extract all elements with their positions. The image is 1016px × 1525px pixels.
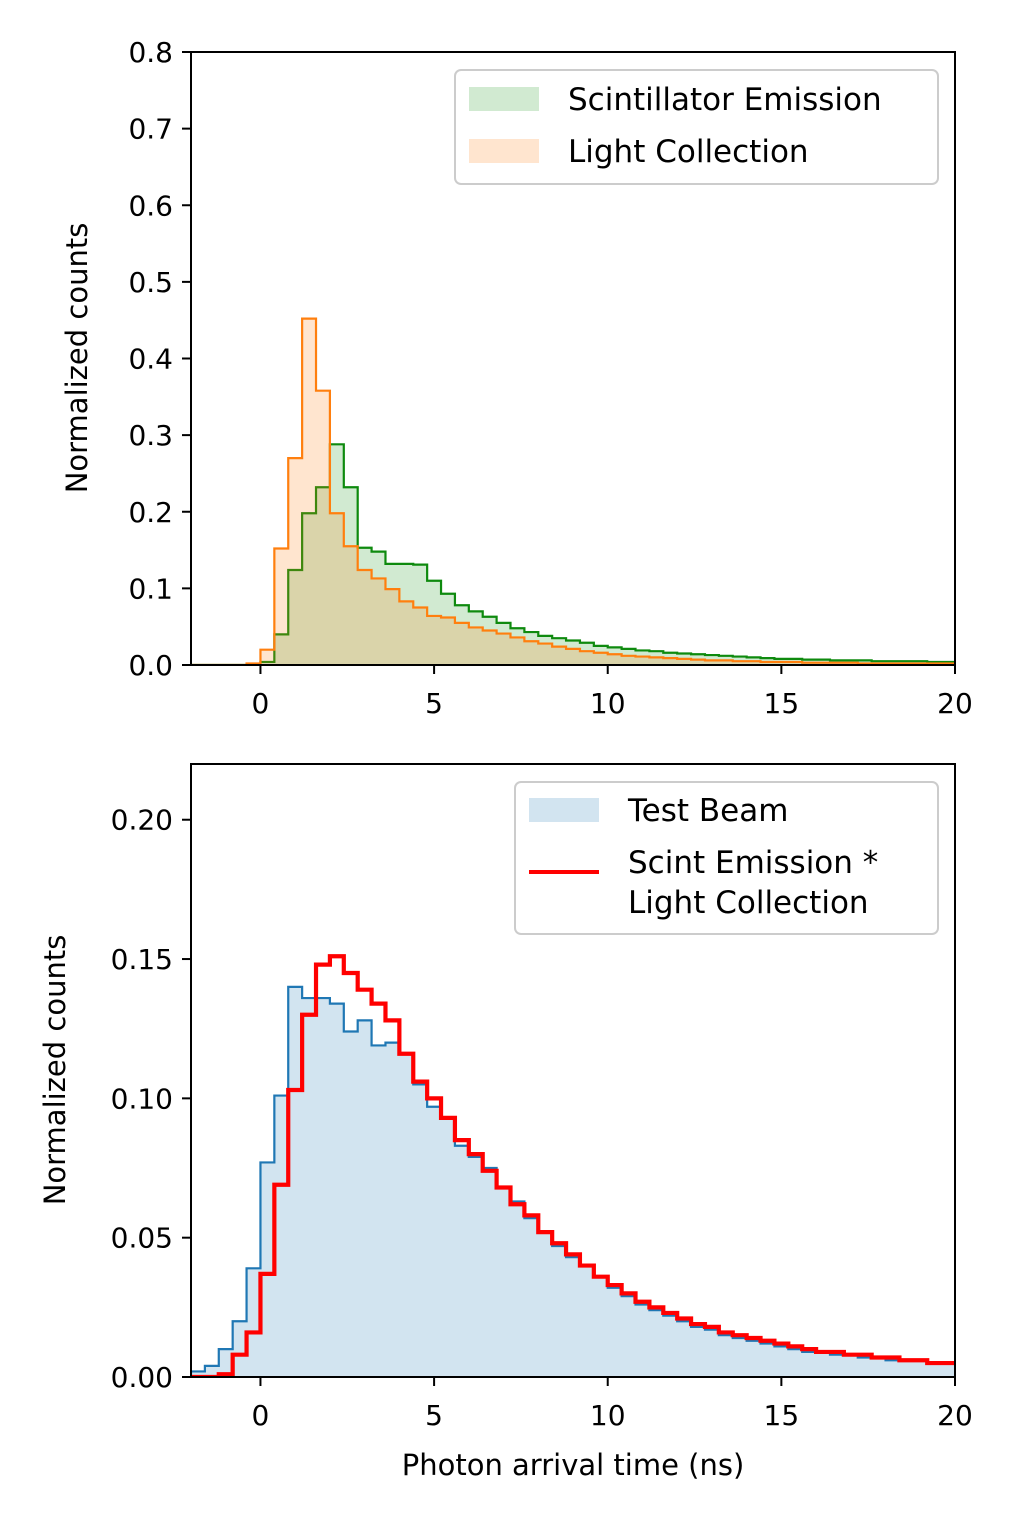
light-collection-fill bbox=[191, 318, 955, 665]
legend-box bbox=[514, 781, 939, 935]
x-tick-label: 10 bbox=[590, 1399, 626, 1432]
y-tick-label: 0.00 bbox=[111, 1361, 173, 1394]
y-tick-label: 0.4 bbox=[128, 343, 173, 376]
legend-label: Test Beam bbox=[627, 793, 788, 829]
x-tick-label: 20 bbox=[937, 687, 973, 720]
y-tick-label: 0.5 bbox=[128, 266, 173, 299]
y-tick-label: 0.2 bbox=[128, 496, 173, 529]
bottom-x-axis-title: Photon arrival time (ns) bbox=[402, 1448, 745, 1482]
x-tick-label: 15 bbox=[764, 687, 800, 720]
y-tick-label: 0.6 bbox=[128, 189, 173, 222]
x-tick-label: 5 bbox=[425, 1399, 443, 1432]
y-tick-label: 0.15 bbox=[111, 943, 173, 976]
legend-label: Light Collection bbox=[628, 885, 869, 921]
top-legend: Scintillator Emission Light Collection bbox=[454, 69, 939, 185]
bottom-panel: 0 5 10 15 20 0.00 0.05 0.10 0.15 0.20 Normalized … bbox=[38, 763, 973, 1482]
legend-box bbox=[454, 69, 939, 185]
y-tick-label: 0.10 bbox=[111, 1082, 173, 1115]
top-y-axis-title: Normalized counts bbox=[60, 223, 94, 494]
x-tick-label: 0 bbox=[252, 687, 270, 720]
test-beam-fill bbox=[191, 986, 955, 1377]
y-tick-label: 0.8 bbox=[128, 36, 173, 69]
light-collection-outline bbox=[191, 317, 955, 665]
scint-emission-light-collection-line bbox=[191, 954, 955, 1377]
scintillator-emission-outline bbox=[191, 443, 955, 665]
legend-swatch bbox=[469, 87, 539, 111]
legend-label: Light Collection bbox=[568, 134, 809, 170]
top-panel: 0 5 10 15 20 0.0 0.1 0.2 0.3 0.4 0.5 0.6 0.7 0.8 Norm… bbox=[60, 36, 973, 720]
y-tick-label: 0.1 bbox=[128, 572, 173, 605]
x-tick-label: 5 bbox=[425, 687, 443, 720]
series-layer bbox=[191, 317, 955, 665]
bottom-ticks: 0 5 10 15 20 0.00 0.05 0.10 0.15 0.20 bbox=[111, 804, 973, 1432]
top-ticks: 0 5 10 15 20 0.0 0.1 0.2 0.3 0.4 0.5 0.6 0.7 0.8 bbox=[128, 36, 972, 720]
y-tick-label: 0.20 bbox=[111, 804, 173, 837]
x-tick-label: 20 bbox=[937, 1399, 973, 1432]
series-layer bbox=[191, 954, 955, 1377]
legend-label: Scint Emission * bbox=[628, 845, 878, 881]
legend-label: Scintillator Emission bbox=[568, 82, 882, 118]
x-tick-label: 15 bbox=[764, 1399, 800, 1432]
axes-frame bbox=[190, 763, 956, 1378]
y-tick-label: 0.0 bbox=[128, 649, 173, 682]
legend-swatch bbox=[529, 798, 599, 822]
bottom-legend: Test Beam Scint Emission * Light Collectio… bbox=[514, 781, 939, 935]
y-tick-label: 0.05 bbox=[111, 1222, 173, 1255]
legend-swatch bbox=[469, 139, 539, 163]
x-tick-label: 0 bbox=[252, 1399, 270, 1432]
scintillator-emission-fill bbox=[191, 444, 955, 665]
bottom-y-axis-title: Normalized counts bbox=[38, 935, 72, 1206]
y-tick-label: 0.3 bbox=[128, 419, 173, 452]
x-tick-label: 10 bbox=[590, 687, 626, 720]
bottom-plot-area bbox=[190, 763, 956, 1378]
y-tick-label: 0.7 bbox=[128, 113, 173, 146]
top-plot-area bbox=[190, 51, 956, 666]
